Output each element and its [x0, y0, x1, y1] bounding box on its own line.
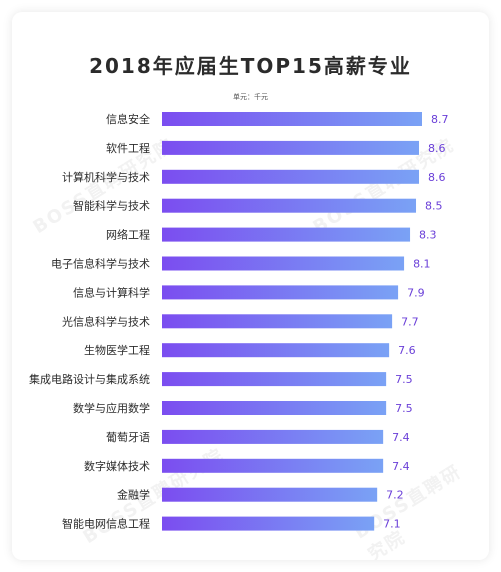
category-label: 电子信息科学与技术: [51, 257, 150, 271]
bar: [162, 487, 378, 502]
value-label: 7.5: [395, 402, 413, 415]
category-label: 计算机科学与技术: [62, 170, 150, 184]
category-label: 金融学: [117, 488, 150, 502]
category-label: 数字媒体技术: [84, 459, 150, 473]
value-label: 8.6: [428, 142, 446, 155]
category-label: 智能科学与技术: [73, 199, 150, 213]
value-label: 7.4: [392, 460, 410, 473]
bar: [162, 516, 375, 531]
bar: [162, 343, 390, 358]
value-label: 7.7: [401, 315, 419, 328]
bar: [162, 401, 387, 415]
value-label: 8.5: [425, 200, 443, 213]
value-label: 8.6: [428, 171, 446, 184]
value-label: 8.3: [419, 229, 437, 242]
category-label: 智能电网信息工程: [62, 517, 150, 531]
bar: [162, 458, 384, 473]
chart-card: BOSS直聘研究院 BOSS直聘研究院 BOSS直聘研究院 BOSS直聘研究院 …: [12, 12, 489, 560]
category-label: 生物医学工程: [84, 343, 150, 357]
value-label: 7.9: [407, 286, 425, 299]
bar: [162, 314, 393, 329]
category-label: 软件工程: [106, 141, 150, 155]
bar: [162, 285, 399, 300]
value-label: 7.5: [395, 373, 413, 386]
bar: [162, 429, 384, 444]
value-label: 7.4: [392, 431, 410, 444]
category-label: 网络工程: [106, 228, 150, 242]
bar-chart: 信息安全 8.7 软件工程 8.6 计算机科学与技术 8.6 智能科学与技术 8.5 网络工程 8…: [29, 112, 449, 531]
category-label: 数学与应用数学: [73, 401, 150, 415]
category-label: 集成电路设计与集成系统: [29, 372, 150, 386]
bar: [162, 372, 387, 387]
bar: [162, 256, 405, 271]
value-label: 8.7: [431, 113, 449, 126]
category-label: 葡萄牙语: [106, 431, 150, 444]
category-label: 光信息科学与技术: [62, 314, 150, 328]
category-label: 信息安全: [106, 112, 150, 126]
bar: [162, 198, 417, 213]
bar: [162, 140, 420, 155]
bar: [162, 112, 422, 126]
bar: [162, 169, 420, 184]
value-label: 8.1: [413, 258, 431, 271]
category-label: 信息与计算科学: [73, 285, 150, 299]
unit-note: 单元：千元: [233, 93, 268, 101]
value-label: 7.1: [383, 518, 401, 531]
bar: [162, 227, 411, 242]
value-label: 7.2: [386, 489, 404, 502]
value-label: 7.6: [398, 344, 416, 357]
chart-title: 2018年应届生TOP15高薪专业: [89, 54, 412, 78]
